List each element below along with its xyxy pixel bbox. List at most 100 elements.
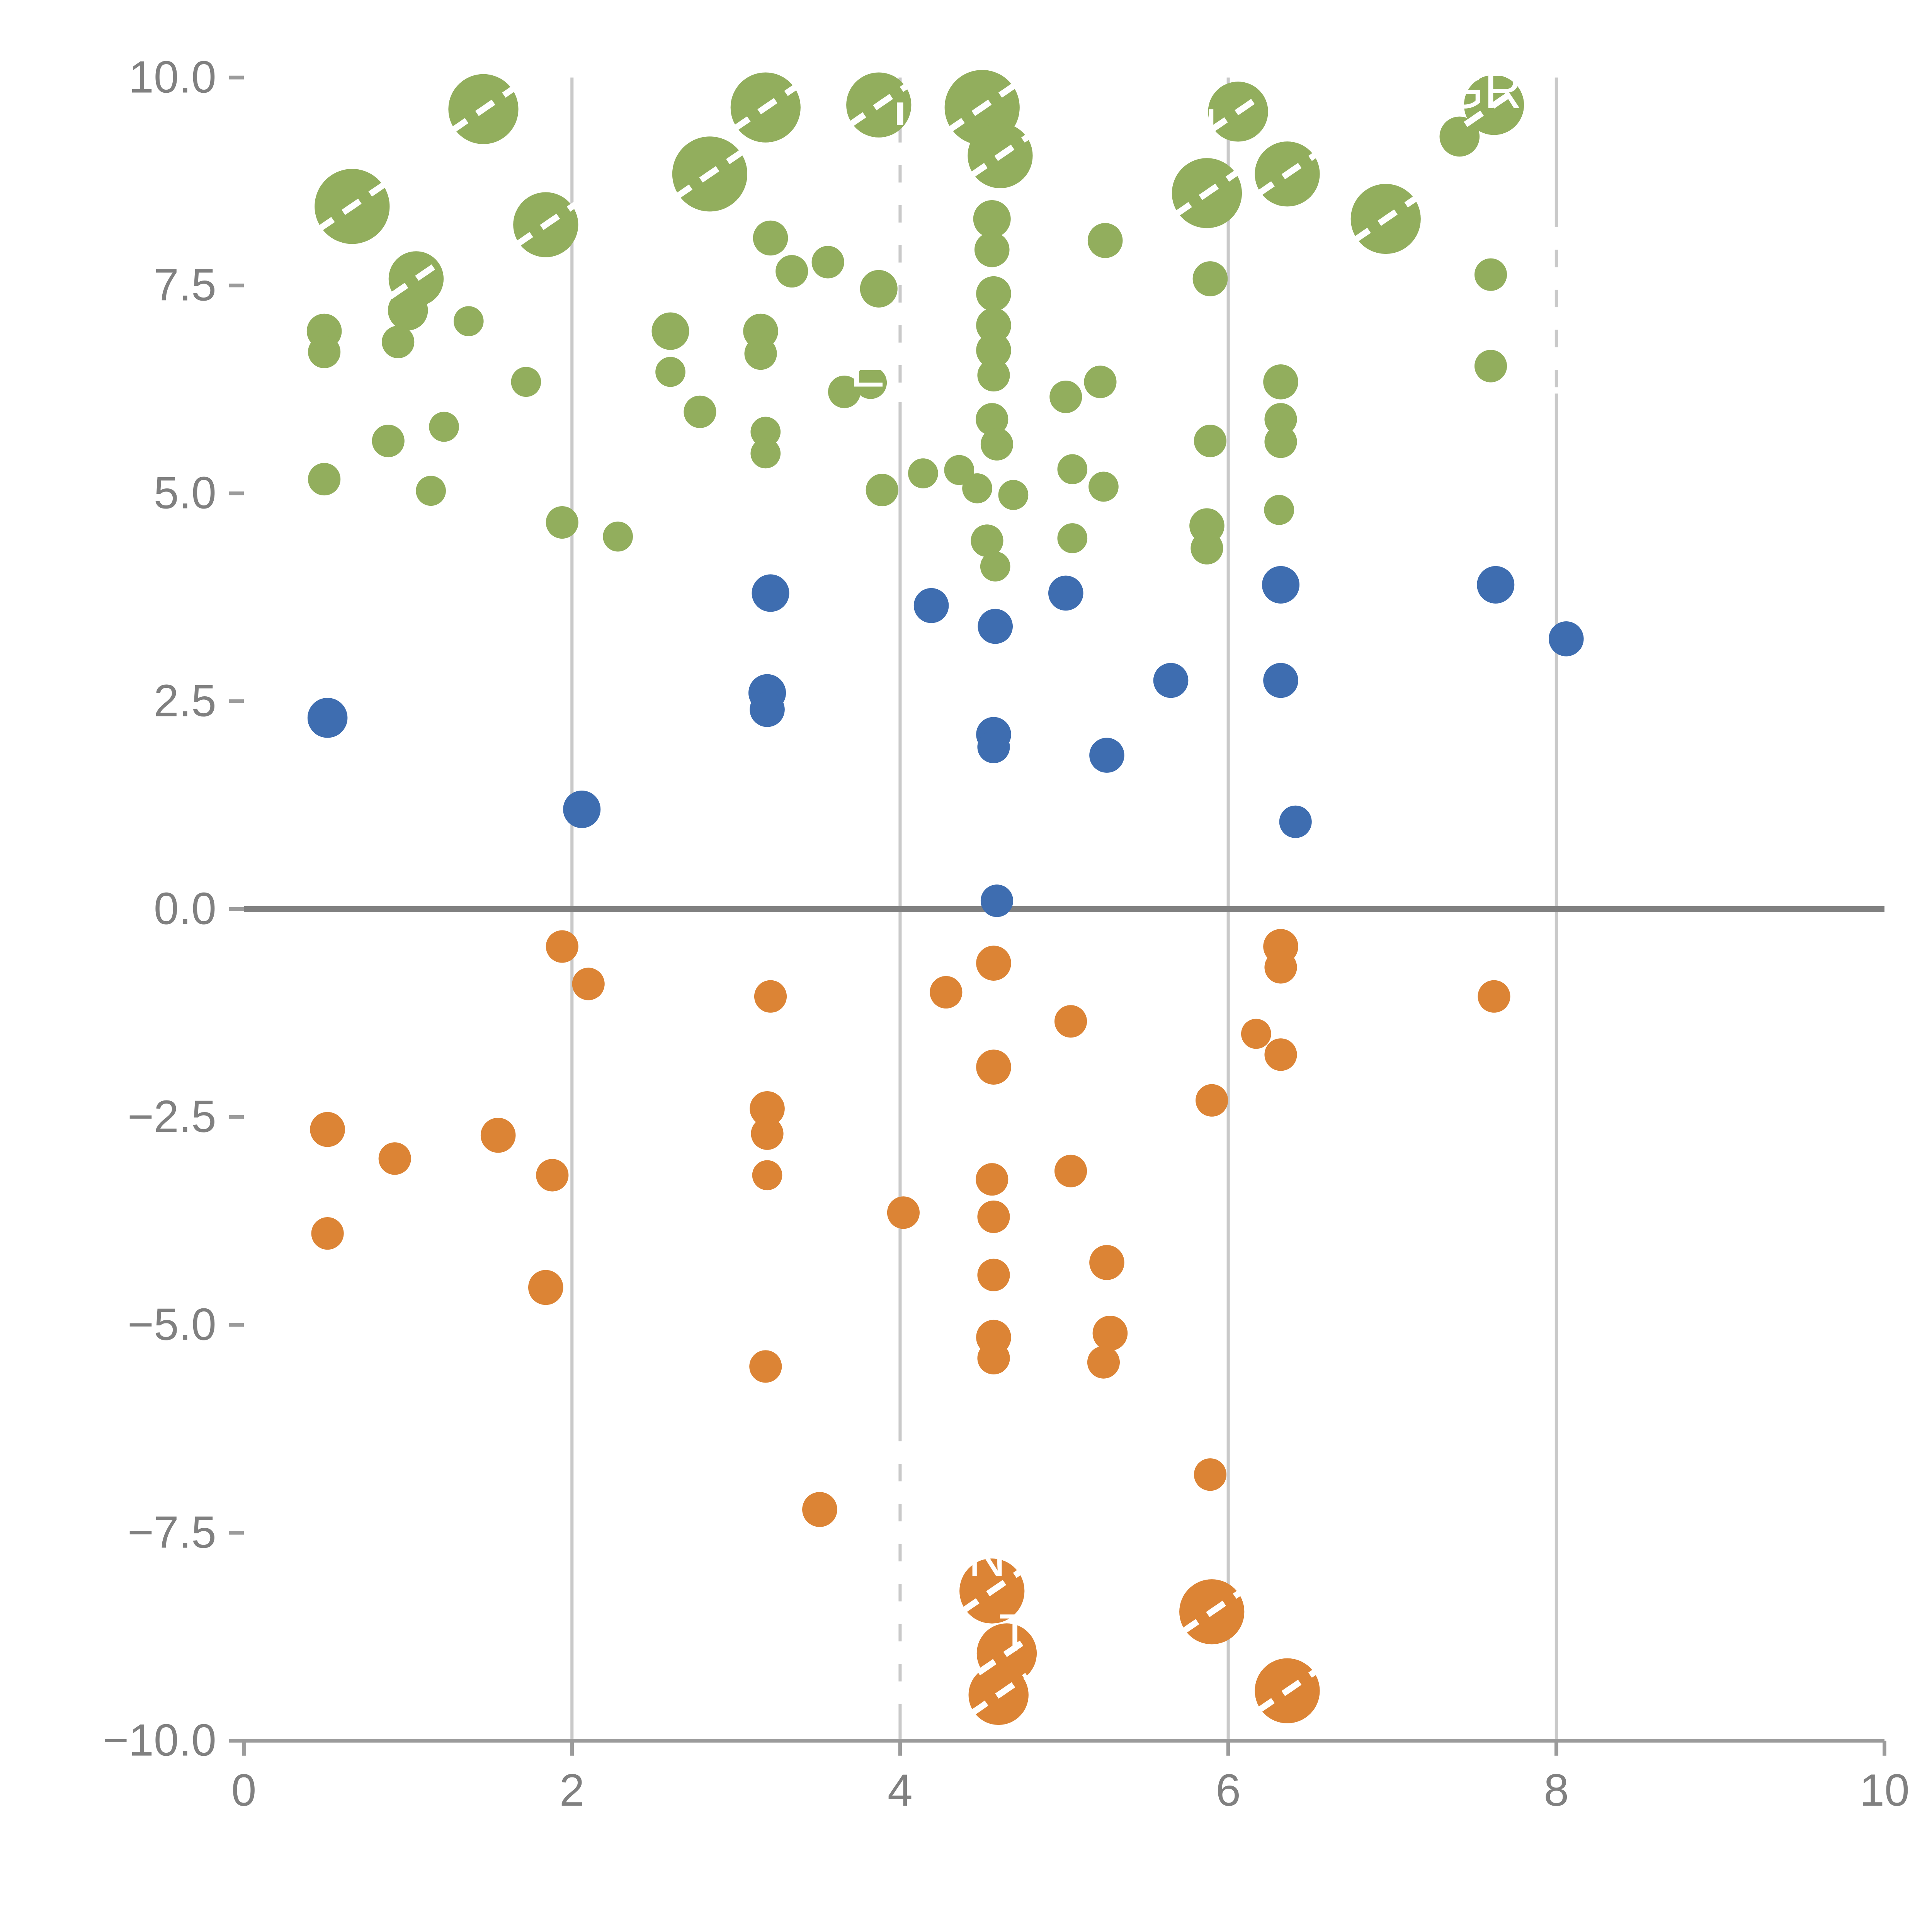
x-tick-label: 4: [888, 1765, 913, 1815]
scatter-point-green: [1087, 223, 1123, 258]
scatter-point-green: [776, 255, 808, 288]
scatter-point-orange: [976, 1163, 1009, 1196]
annotation-label: T: [999, 1603, 1031, 1662]
scatter-point-orange: [976, 1049, 1011, 1085]
scatter-point-orange: [378, 1142, 411, 1175]
x-tick-label: 10: [1859, 1765, 1910, 1815]
bubble-leader-slash: [388, 258, 444, 299]
scatter-point-green: [372, 425, 405, 457]
scatter-point-blue: [980, 884, 1014, 917]
scatter-point-orange: [1054, 1155, 1087, 1187]
scatter-point-green: [1474, 350, 1507, 383]
scatter-point-green: [977, 359, 1010, 392]
scatter-point-blue: [750, 692, 785, 727]
bubble-leader-slash: [672, 147, 747, 201]
scatter-point-green: [976, 276, 1011, 311]
y-tick-label: 10.0: [129, 52, 216, 102]
scatter-point-green: [655, 357, 685, 387]
scatter-point-orange: [311, 1217, 344, 1250]
scatter-point-green: [1084, 366, 1117, 398]
scatter-point-green: [416, 476, 446, 506]
annotation-label: N: [968, 1528, 1006, 1587]
scatter-point-blue: [1263, 663, 1298, 698]
scatter-point-orange: [977, 1200, 1010, 1233]
bubble-leader-slash: [945, 80, 1020, 134]
scatter-point-green: [974, 232, 1010, 267]
scatter-point-green: [962, 473, 992, 503]
scatter-point-orange: [1054, 1005, 1087, 1038]
scatter-point-orange: [1087, 1346, 1120, 1379]
scatter-point-orange: [1089, 1245, 1124, 1280]
x-tick-label: 2: [560, 1765, 585, 1815]
scatter-point-green: [944, 455, 975, 485]
bubble-leader-slash: [1255, 1667, 1320, 1715]
scatter-point-green: [860, 270, 898, 308]
scatter-point-blue: [1262, 566, 1300, 604]
bubble-leader-slash: [448, 83, 519, 134]
y-tick-label: −2.5: [128, 1092, 216, 1142]
scatter-point-green: [866, 474, 898, 507]
scatter-point-green: [976, 333, 1011, 368]
scatter-point-blue: [1153, 663, 1189, 698]
scatter-point-green: [1057, 454, 1088, 485]
scatter-point-green: [1189, 508, 1225, 543]
scatter-point-green: [828, 376, 861, 408]
x-tick-label: 8: [1544, 1765, 1569, 1815]
bubble-leader-slash: [513, 201, 578, 248]
annotation-label: N: [1180, 98, 1218, 156]
scatter-point-orange: [751, 1117, 784, 1150]
bubble-leader-slash: [1255, 150, 1320, 198]
scatter-point-green: [744, 337, 777, 370]
scatter-point-blue: [1048, 575, 1083, 611]
scatter-point-orange: [1092, 1316, 1128, 1351]
annotation-label: E: [850, 339, 885, 398]
bubble-leader-slash: [846, 81, 912, 129]
bubble-leader-slash: [730, 82, 801, 133]
scatter-point-green: [980, 428, 1014, 461]
scatter-point-orange: [976, 946, 1011, 981]
scatter-point-green: [308, 463, 341, 496]
scatter-point-orange: [1241, 1019, 1271, 1049]
scatter-point-orange: [1264, 1038, 1297, 1071]
scatter-point-blue: [307, 697, 348, 738]
scatter-point-orange: [802, 1492, 837, 1527]
scatter-point-blue: [1549, 621, 1584, 656]
y-tick-label: −5.0: [128, 1299, 216, 1350]
scatter-point-green: [651, 312, 689, 350]
scatter-point-green: [1192, 261, 1228, 296]
scatter-point-blue: [563, 790, 601, 828]
scatter-point-orange: [546, 930, 578, 963]
scatter-point-green: [511, 367, 541, 397]
scatter-point-orange: [536, 1159, 569, 1192]
scatter-point-orange: [528, 1270, 563, 1305]
scatter-point-blue: [1477, 566, 1515, 604]
scatter-point-orange: [750, 1091, 785, 1126]
y-tick-label: 0.0: [154, 884, 216, 934]
scatter-point-green: [1474, 258, 1507, 291]
y-tick-label: −10.0: [102, 1715, 216, 1765]
scatter-point-green: [1264, 495, 1294, 525]
x-tick-label: 0: [231, 1765, 257, 1815]
scatter-point-green: [1194, 425, 1227, 457]
bubble-leader-slash: [1172, 168, 1242, 219]
scatter-point-green: [1263, 364, 1298, 400]
scatter-point-green: [684, 395, 716, 428]
scatter-point-orange: [977, 1259, 1010, 1291]
scatter-point-orange: [572, 968, 605, 1000]
bubble-leader-slash: [968, 132, 1033, 180]
scatter-point-orange: [1196, 1084, 1228, 1117]
scatter-point-green: [603, 521, 633, 552]
scatter-point-green: [976, 403, 1009, 436]
bubble-leader-slash: [1179, 1588, 1245, 1636]
scatter-point-green: [1439, 116, 1480, 157]
y-tick-label: −7.5: [128, 1507, 216, 1558]
scatter-point-green: [750, 417, 781, 447]
scatter-point-green: [429, 412, 459, 442]
scatter-point-orange: [1194, 1458, 1227, 1491]
scatter-point-green: [1088, 471, 1119, 502]
scatter-point-green: [750, 438, 781, 469]
y-tick-label: 2.5: [154, 676, 216, 726]
y-tick-label: 7.5: [154, 260, 216, 310]
scatter-point-orange: [977, 1342, 1010, 1374]
